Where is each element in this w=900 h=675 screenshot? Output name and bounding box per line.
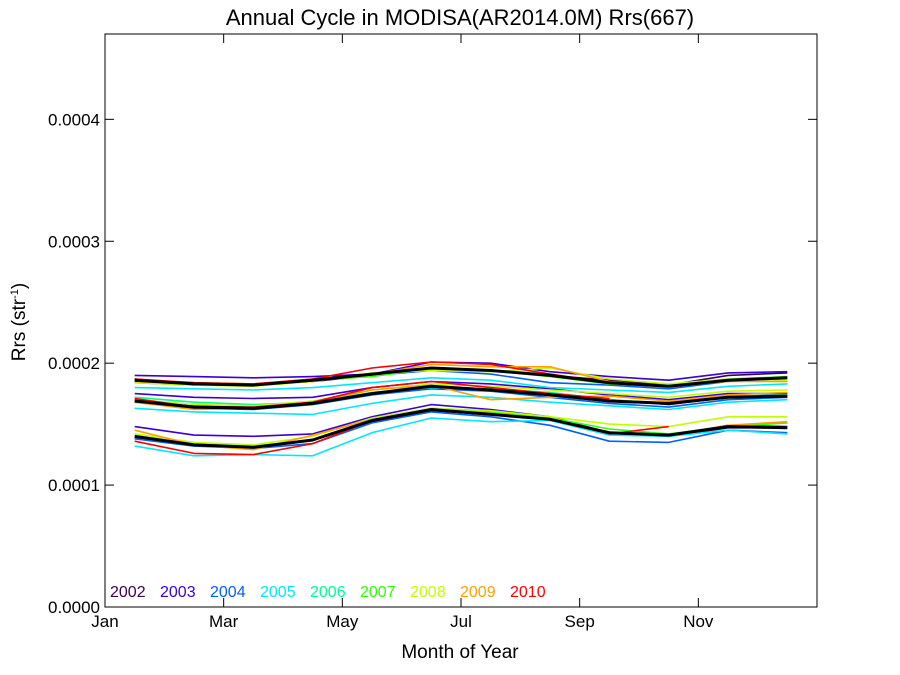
series-lines	[134, 361, 788, 457]
legend-item-2007: 2007	[360, 584, 396, 601]
plot-frame	[104, 33, 818, 608]
x-tick-label: Jul	[450, 612, 472, 631]
series-line-2004-lower	[134, 411, 788, 450]
y-axis-label: Rrs (str-1)	[9, 283, 30, 361]
x-tick-label: Nov	[683, 612, 714, 631]
x-tick-label: Mar	[209, 612, 239, 631]
series-line-2005-middle	[134, 394, 788, 416]
y-axis-label-close: )	[9, 283, 30, 289]
x-tick-label: Sep	[565, 612, 595, 631]
x-tick-label: Jan	[91, 612, 118, 631]
legend-item-2010: 2010	[510, 584, 546, 601]
legend-item-2009: 2009	[460, 584, 496, 601]
legend-item-2006: 2006	[310, 584, 346, 601]
legend-item-2003: 2003	[160, 584, 196, 601]
y-tick-label: 0.0004	[48, 110, 100, 129]
y-tick-label: 0.0001	[48, 476, 100, 495]
series-line-2008-lower	[134, 407, 788, 446]
y-axis: 0.0000 0.0001 0.0002 0.0003 0.0004	[48, 110, 817, 617]
series-line-mean-middle	[134, 384, 788, 410]
x-tick-label: May	[326, 612, 359, 631]
x-axis-label: Month of Year	[401, 642, 519, 663]
legend-item-2002: 2002	[110, 584, 146, 601]
y-axis-label-main: Rrs (str	[9, 298, 30, 361]
series-line-2005-upper	[134, 376, 788, 394]
y-tick-label: 0.0002	[48, 354, 100, 373]
series-line-mean-lower	[134, 408, 788, 449]
x-axis: Jan Mar May Jul Sep Nov	[91, 34, 714, 631]
y-axis-label-superscript: -1	[9, 289, 21, 299]
legend-item-2008: 2008	[410, 584, 446, 601]
y-tick-label: 0.0000	[48, 598, 100, 617]
chart-title: Annual Cycle in MODISA(AR2014.0M) Rrs(66…	[226, 5, 694, 30]
legend: 2002 2003 2004 2005 2006 2007 2008 2009 2010	[110, 584, 546, 601]
y-tick-label: 0.0003	[48, 232, 100, 251]
series-line-2002-lower	[134, 409, 788, 449]
legend-item-2004: 2004	[210, 584, 246, 601]
legend-item-2005: 2005	[260, 584, 296, 601]
series-line-2003-middle	[134, 380, 788, 401]
series-line-mean-upper	[134, 366, 788, 388]
